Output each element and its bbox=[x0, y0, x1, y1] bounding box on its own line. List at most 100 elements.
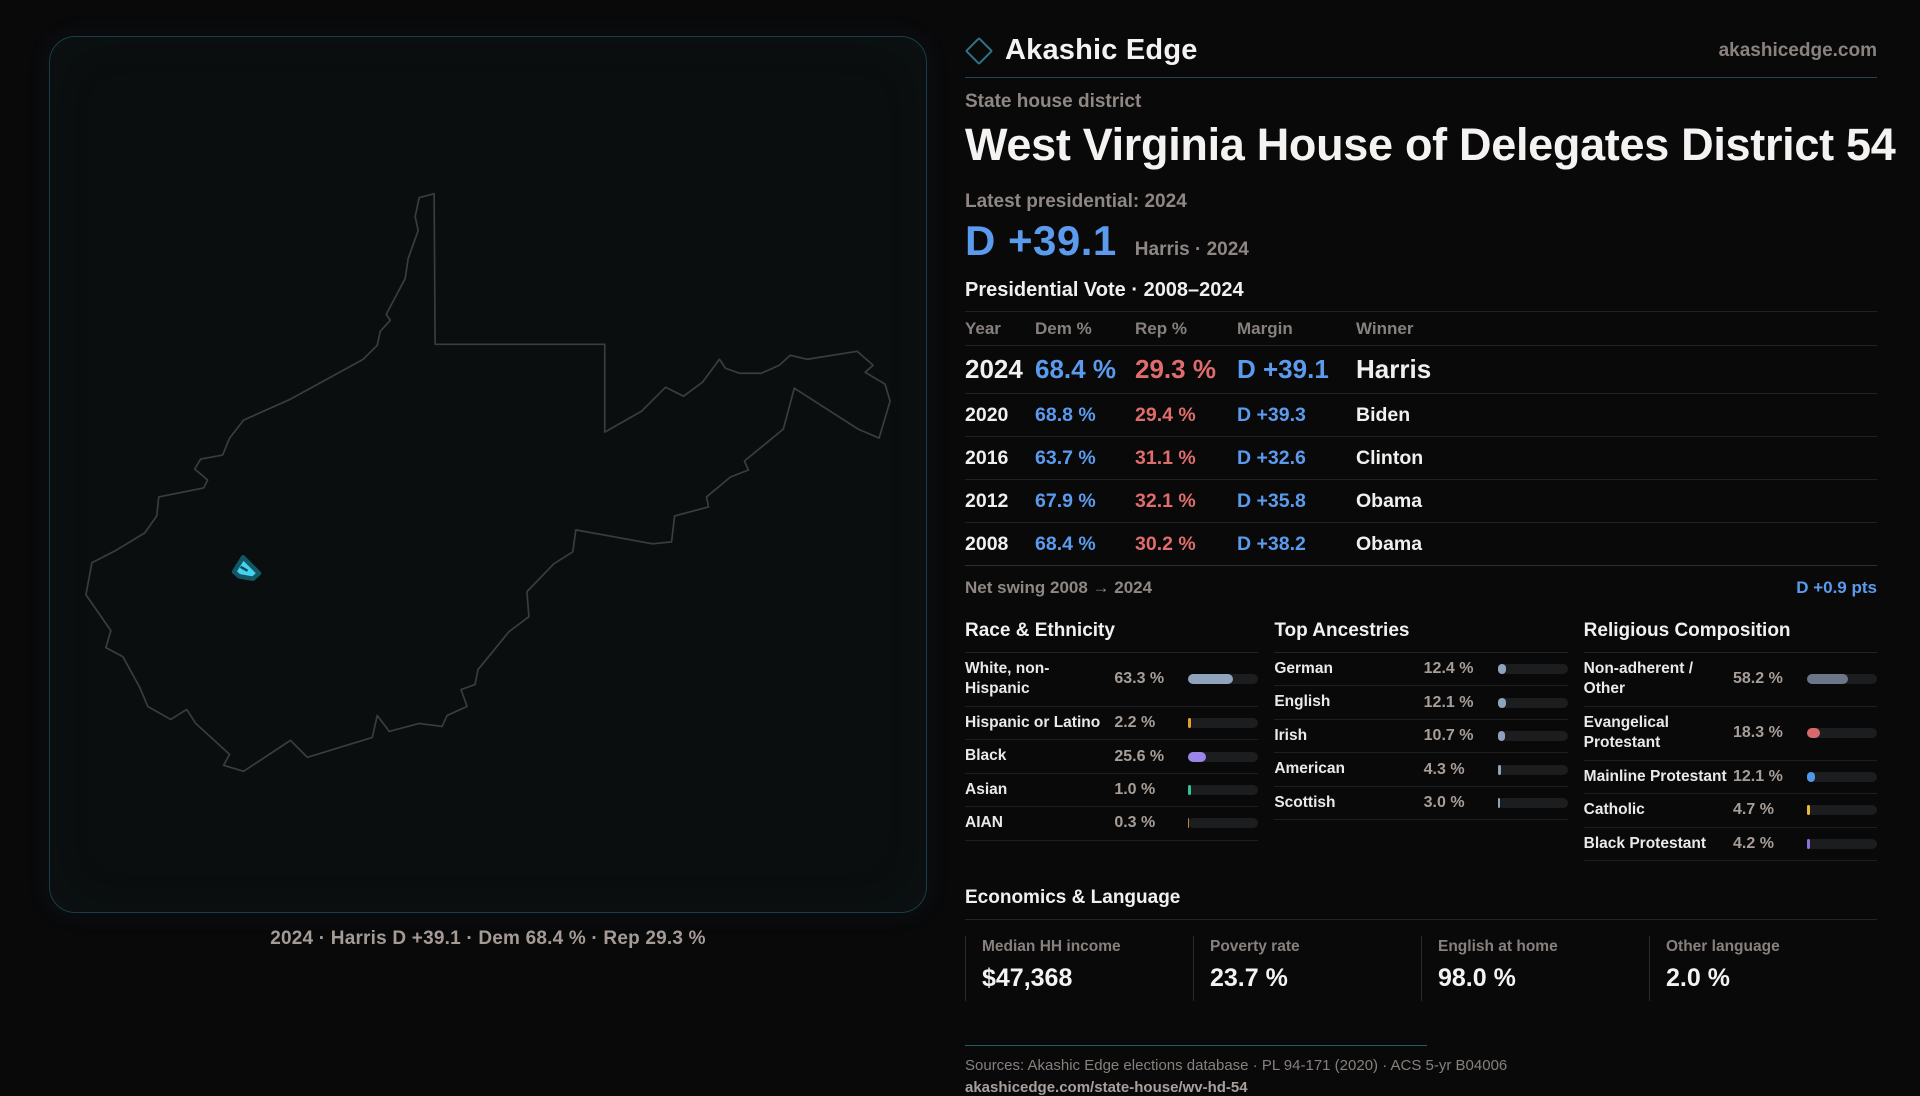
stat-cell: Other language 2.0 % bbox=[1649, 936, 1877, 1001]
section-title: Religious Composition bbox=[1584, 620, 1877, 653]
presidential-vote-table: Year Dem % Rep % Margin Winner 2024 68.4… bbox=[965, 311, 1877, 610]
cell-margin: D +39.3 bbox=[1237, 404, 1356, 427]
stat-cell: Median HH income $47,368 bbox=[965, 936, 1193, 1001]
stat-label: Hispanic or Latino bbox=[965, 713, 1114, 733]
stat-value: 18.3 % bbox=[1733, 724, 1807, 742]
stat-bar-fill bbox=[1188, 752, 1206, 762]
map-caption: 2024 · Harris D +39.1 · Dem 68.4 % · Rep… bbox=[49, 928, 927, 950]
cell-dem: 63.7 % bbox=[1035, 447, 1135, 470]
stat-label: AIAN bbox=[965, 813, 1114, 833]
stat-bar-track bbox=[1498, 664, 1568, 674]
table-row: 2012 67.9 % 32.1 % D +35.8 Obama bbox=[965, 480, 1877, 523]
stat-value: 10.7 % bbox=[1424, 727, 1498, 745]
stat-value: 1.0 % bbox=[1114, 781, 1188, 799]
stat-value: 25.6 % bbox=[1114, 748, 1188, 766]
list-item: Hispanic or Latino 2.2 % bbox=[965, 707, 1258, 740]
stat-label: Poverty rate bbox=[1210, 938, 1421, 956]
list-item: Catholic 4.7 % bbox=[1584, 794, 1877, 827]
economics-stats: Median HH income $47,368 Poverty rate 23… bbox=[965, 936, 1877, 1001]
stat-value: $47,368 bbox=[982, 964, 1193, 993]
stat-value: 12.1 % bbox=[1424, 694, 1498, 712]
stat-bar-track bbox=[1498, 765, 1568, 775]
stat-label: Asian bbox=[965, 780, 1114, 800]
stat-bar-track bbox=[1188, 674, 1258, 684]
cell-dem: 68.4 % bbox=[1035, 533, 1135, 556]
cell-rep: 31.1 % bbox=[1135, 447, 1237, 470]
cell-dem: 67.9 % bbox=[1035, 490, 1135, 513]
stat-bar-fill bbox=[1498, 731, 1505, 741]
stat-label: Black Protestant bbox=[1584, 834, 1733, 854]
cell-rep: 29.4 % bbox=[1135, 404, 1237, 427]
list-item: Mainline Protestant 12.1 % bbox=[1584, 761, 1877, 794]
stat-bar-track bbox=[1807, 674, 1877, 684]
stat-bar-track bbox=[1498, 798, 1568, 808]
district-map-panel bbox=[49, 36, 927, 913]
stat-bar-track bbox=[1188, 718, 1258, 728]
footer-divider bbox=[965, 1045, 1427, 1046]
stat-bar-fill bbox=[1188, 718, 1190, 728]
stat-bar-track bbox=[1498, 698, 1568, 708]
stat-bar-track bbox=[1498, 731, 1568, 741]
stat-value: 4.2 % bbox=[1733, 835, 1807, 853]
sources-text: Sources: Akashic Edge elections database… bbox=[965, 1057, 1877, 1074]
stat-label: English at home bbox=[1438, 938, 1649, 956]
cell-dem: 68.8 % bbox=[1035, 404, 1135, 427]
list-item: Asian 1.0 % bbox=[965, 774, 1258, 807]
headline-margin-context: Harris · 2024 bbox=[1135, 239, 1249, 261]
section-title: Race & Ethnicity bbox=[965, 620, 1258, 653]
list-item: English 12.1 % bbox=[1274, 686, 1567, 719]
col-year: Year bbox=[965, 319, 1035, 339]
list-item: White, non-Hispanic 63.3 % bbox=[965, 653, 1258, 707]
stat-bar-fill bbox=[1498, 798, 1500, 808]
highlighted-district-shape bbox=[234, 557, 259, 578]
stat-label: Non-adherent / Other bbox=[1584, 659, 1733, 700]
stat-label: American bbox=[1274, 759, 1423, 779]
stat-bar-fill bbox=[1498, 765, 1501, 775]
stat-bar-fill bbox=[1807, 728, 1820, 738]
stat-value: 58.2 % bbox=[1733, 670, 1807, 688]
list-item: German 12.4 % bbox=[1274, 653, 1567, 686]
stat-bar-track bbox=[1807, 772, 1877, 782]
list-item: Non-adherent / Other 58.2 % bbox=[1584, 653, 1877, 707]
net-swing-row: Net swing 2008 → 2024 D +0.9 pts bbox=[965, 566, 1877, 610]
headline-margin-value: D +39.1 bbox=[965, 217, 1117, 265]
stat-label: Median HH income bbox=[982, 938, 1193, 956]
list-item: AIAN 0.3 % bbox=[965, 807, 1258, 840]
stat-bar-fill bbox=[1498, 698, 1506, 708]
cell-winner: Harris bbox=[1356, 354, 1877, 385]
table-row: 2020 68.8 % 29.4 % D +39.3 Biden bbox=[965, 394, 1877, 437]
race-ethnicity-section: Race & Ethnicity White, non-Hispanic 63.… bbox=[965, 620, 1258, 861]
cell-winner: Obama bbox=[1356, 490, 1877, 513]
net-swing-value: D +0.9 pts bbox=[1796, 578, 1877, 598]
list-item: Black 25.6 % bbox=[965, 740, 1258, 773]
stat-value: 98.0 % bbox=[1438, 964, 1649, 993]
cell-margin: D +35.8 bbox=[1237, 490, 1356, 513]
list-item: Evangelical Protestant 18.3 % bbox=[1584, 707, 1877, 761]
list-item: Black Protestant 4.2 % bbox=[1584, 828, 1877, 861]
stat-value: 4.7 % bbox=[1733, 801, 1807, 819]
section-title: Economics & Language bbox=[965, 887, 1877, 920]
religious-composition-section: Religious Composition Non-adherent / Oth… bbox=[1584, 620, 1877, 861]
latest-presidential-label: Latest presidential: 2024 bbox=[965, 191, 1877, 213]
stat-value: 23.7 % bbox=[1210, 964, 1421, 993]
vote-table-header-row: Year Dem % Rep % Margin Winner bbox=[965, 311, 1877, 346]
stat-bar-fill bbox=[1188, 674, 1232, 684]
permalink-slug[interactable]: akashicedge.com/state-house/wv-hd-54 bbox=[965, 1079, 1877, 1096]
stat-bar-track bbox=[1807, 728, 1877, 738]
col-winner: Winner bbox=[1356, 319, 1877, 339]
stat-bar-track bbox=[1188, 752, 1258, 762]
brand-domain-link[interactable]: akashicedge.com bbox=[1719, 40, 1877, 62]
cell-year: 2020 bbox=[965, 404, 1035, 427]
stat-bar-fill bbox=[1807, 772, 1815, 782]
cell-rep: 30.2 % bbox=[1135, 533, 1237, 556]
stat-label: Scottish bbox=[1274, 793, 1423, 813]
stat-value: 63.3 % bbox=[1114, 670, 1188, 688]
demographics-grid: Race & Ethnicity White, non-Hispanic 63.… bbox=[965, 620, 1877, 861]
cell-year: 2016 bbox=[965, 447, 1035, 470]
stat-bar-track bbox=[1188, 785, 1258, 795]
table-row: 2024 68.4 % 29.3 % D +39.1 Harris bbox=[965, 346, 1877, 394]
stat-value: 0.3 % bbox=[1114, 814, 1188, 832]
cell-rep: 32.1 % bbox=[1135, 490, 1237, 513]
west-virginia-map bbox=[50, 37, 926, 912]
cell-winner: Obama bbox=[1356, 533, 1877, 556]
